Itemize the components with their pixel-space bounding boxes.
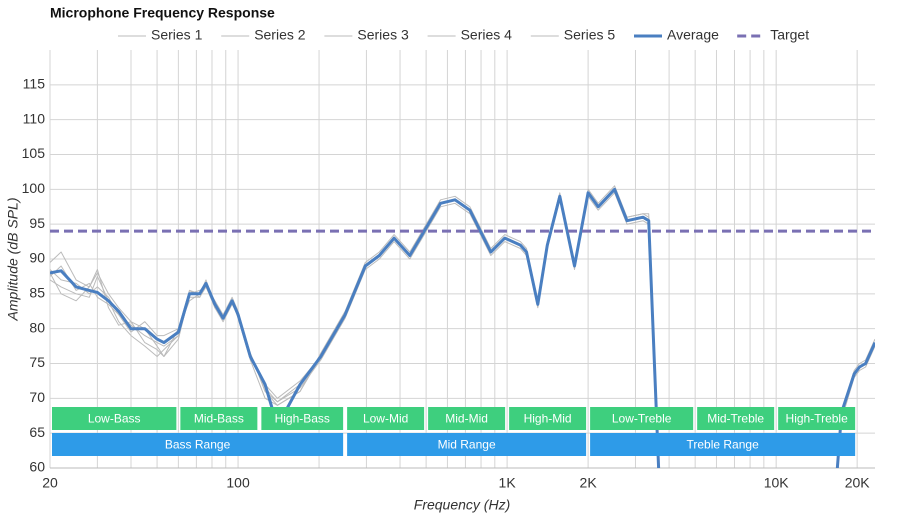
y-tick-label: 95 <box>29 215 45 231</box>
band <box>347 433 587 456</box>
legend-label: Series 3 <box>357 27 409 43</box>
y-tick-label: 60 <box>29 459 45 475</box>
legend-label: Series 5 <box>564 27 616 43</box>
band <box>428 407 506 430</box>
band-label: Bass Range <box>165 438 231 452</box>
band-label: High-Treble <box>786 412 849 426</box>
legend-label: Average <box>667 27 719 43</box>
legend-label: Series 2 <box>254 27 306 43</box>
x-axis-label: Frequency (Hz) <box>414 497 510 513</box>
band-label: Mid-Bass <box>194 412 244 426</box>
bands: Low-Bass Mid-Bass High-Bass Low-Mid Mid-Mid H… <box>52 407 856 456</box>
legend-label: Target <box>770 27 809 43</box>
x-tick-label: 100 <box>226 475 250 491</box>
grid <box>49 50 875 469</box>
series-line <box>50 192 875 468</box>
band-label: Low-Bass <box>88 412 141 426</box>
legend-label: Series 1 <box>151 27 203 43</box>
y-tick-label: 90 <box>29 250 45 266</box>
band <box>347 407 425 430</box>
legend: Series 1 Series 2 Series 3 Series 4 Series 5… <box>118 27 809 43</box>
band-label: Treble Range <box>686 438 759 452</box>
band-label: Mid-Treble <box>707 412 764 426</box>
band <box>509 407 587 430</box>
band-label: Mid Range <box>438 438 496 452</box>
labels: 60 65 70 75 80 85 90 95 100 105 110 115 20 100 1K 2K 10K… <box>22 76 871 491</box>
y-tick-label: 110 <box>23 110 46 126</box>
band <box>590 433 856 456</box>
band <box>52 433 344 456</box>
band-label: Mid-Mid <box>445 412 488 426</box>
x-tick-label: 2K <box>580 475 598 491</box>
x-tick-label: 20K <box>845 475 871 491</box>
y-tick-label: 80 <box>29 319 45 335</box>
band <box>697 407 775 430</box>
band <box>590 407 694 430</box>
x-tick-label: 10K <box>764 475 790 491</box>
band-label: High-Mid <box>524 412 572 426</box>
y-tick-label: 100 <box>22 180 46 196</box>
y-tick-label: 85 <box>29 285 45 301</box>
band-label: Low-Treble <box>612 412 672 426</box>
band <box>261 407 344 430</box>
y-tick-label: 105 <box>22 145 46 161</box>
x-tick-label: 20 <box>42 475 58 491</box>
band <box>52 407 177 430</box>
band <box>180 407 258 430</box>
y-tick-label: 75 <box>29 354 45 370</box>
band-label: Low-Mid <box>363 412 408 426</box>
x-tick-label: 1K <box>499 475 517 491</box>
y-tick-label: 115 <box>23 76 46 92</box>
band <box>778 407 856 430</box>
y-tick-label: 70 <box>29 389 45 405</box>
band-label: High-Bass <box>275 412 330 426</box>
y-axis-label: Amplitude (dB SPL) <box>5 198 21 322</box>
chart-title: Microphone Frequency Response <box>50 5 275 21</box>
legend-label: Series 4 <box>461 27 513 43</box>
y-tick-label: 65 <box>29 424 45 440</box>
